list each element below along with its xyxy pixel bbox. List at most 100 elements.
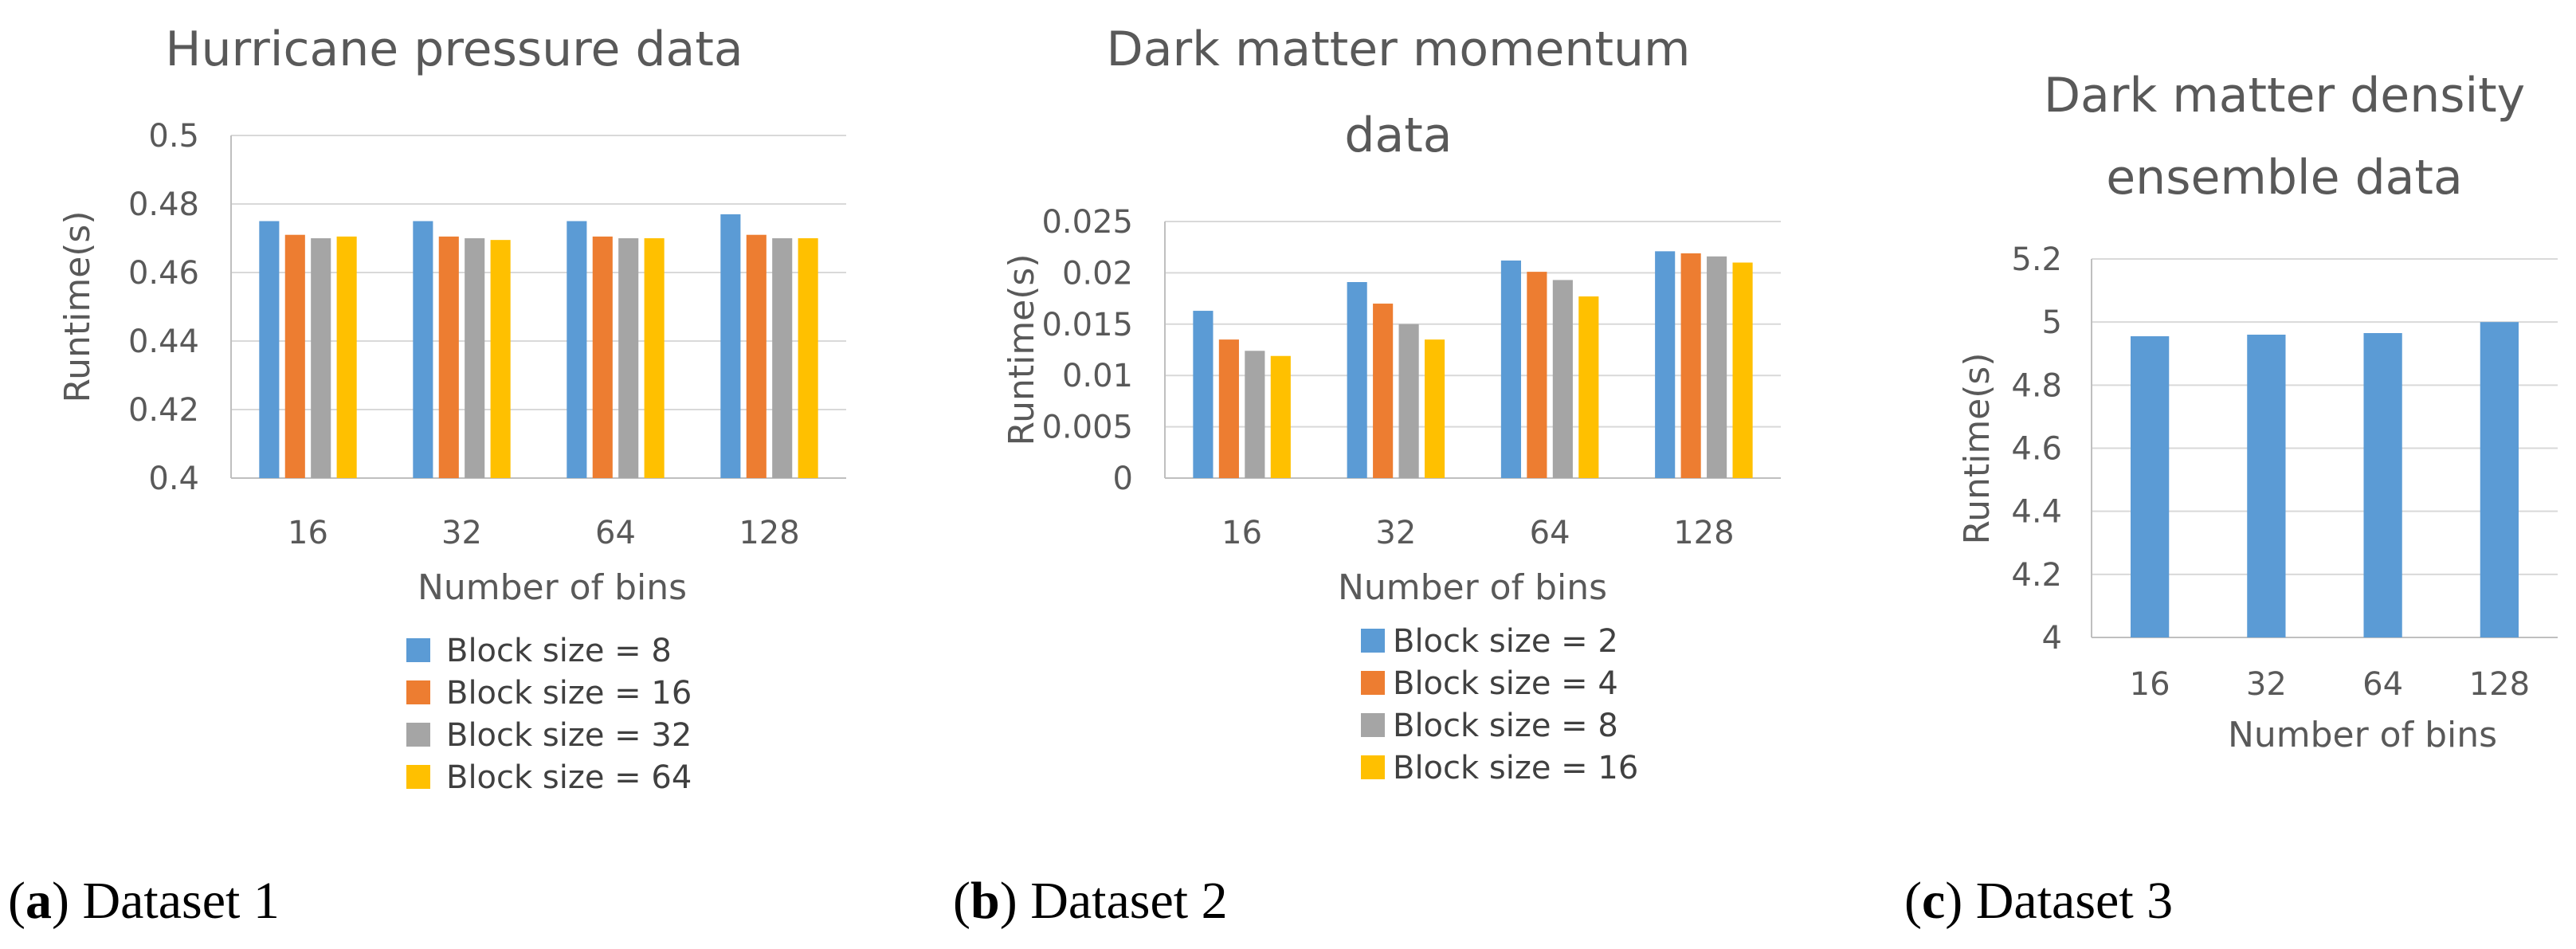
bar-block-size-8-64	[567, 221, 587, 478]
bar-block-size-8-32	[1398, 324, 1419, 478]
bar-block-size-2-128	[1655, 251, 1676, 478]
caption-letter: c	[1922, 872, 1945, 930]
x-axis-label: Number of bins	[1338, 567, 1607, 608]
bar-runtime-32	[2247, 335, 2286, 637]
x-tick-label: 64	[2362, 666, 2403, 703]
x-tick-label: 128	[2469, 666, 2530, 703]
x-tick-label: 128	[1673, 515, 1734, 551]
y-tick-label: 0.46	[128, 255, 199, 292]
legend-swatch	[406, 638, 430, 662]
bar-block-size-2-64	[1500, 260, 1521, 478]
legend-entry: Block size = 32	[446, 717, 692, 754]
y-tick-label: 0.01	[1062, 358, 1133, 394]
subfigure-caption: (c) Dataset 3	[1904, 872, 2173, 930]
subfigure-caption: (a) Dataset 1	[8, 872, 280, 930]
x-tick-label: 64	[595, 515, 636, 551]
bar-block-size-16-16	[1270, 355, 1291, 478]
bar-block-size-16-16	[284, 234, 305, 478]
legend-entry: Block size = 16	[446, 675, 692, 712]
y-tick-label: 0.5	[148, 118, 199, 155]
x-tick-label: 32	[2246, 666, 2287, 703]
legend-swatch	[1361, 755, 1385, 779]
bar-block-size-16-64	[592, 236, 613, 478]
bar-block-size-8-16	[1245, 351, 1265, 478]
x-tick-label: 16	[1221, 515, 1262, 551]
caption-text: Dataset 2	[1030, 872, 1227, 930]
bar-block-size-2-16	[1193, 311, 1214, 478]
x-tick-label: 16	[2130, 666, 2170, 703]
bar-runtime-16	[2130, 335, 2170, 637]
x-tick-label: 128	[739, 515, 799, 551]
bar-block-size-8-128	[1707, 256, 1727, 478]
legend-entry: Block size = 8	[1393, 708, 1618, 744]
y-axis-label: Runtime(s)	[1957, 352, 1998, 544]
bar-runtime-64	[2363, 333, 2402, 637]
legend-swatch	[1361, 671, 1385, 695]
bar-block-size-32-64	[618, 238, 639, 478]
bar-block-size-8-128	[720, 214, 741, 478]
y-tick-label: 4.8	[2011, 367, 2062, 404]
bar-block-size-64-16	[336, 236, 357, 478]
caption-paren-open: (	[8, 872, 25, 930]
bar-block-size-16-64	[1578, 296, 1599, 478]
subfigure-caption: (b) Dataset 2	[953, 872, 1228, 930]
y-tick-label: 0.48	[128, 186, 199, 223]
bar-block-size-8-16	[259, 221, 280, 478]
caption-text: Dataset 1	[82, 872, 279, 930]
bar-block-size-4-64	[1527, 272, 1547, 478]
caption-paren-close: )	[52, 872, 82, 930]
bar-block-size-32-16	[311, 238, 331, 478]
bar-block-size-16-128	[1732, 262, 1753, 478]
legend-entry: Block size = 4	[1393, 665, 1618, 702]
legend-swatch	[406, 723, 430, 747]
bar-block-size-16-32	[1425, 339, 1445, 478]
x-tick-label: 32	[1375, 515, 1416, 551]
bar-block-size-8-32	[413, 221, 433, 478]
y-tick-label: 0.42	[128, 392, 199, 429]
x-axis-label: Number of bins	[2228, 715, 2497, 755]
legend-swatch	[406, 765, 430, 789]
legend-swatch	[406, 680, 430, 704]
bar-block-size-64-128	[798, 238, 818, 478]
y-tick-label: 0.4	[148, 461, 199, 497]
bar-block-size-16-32	[438, 236, 459, 478]
y-tick-label: 0.02	[1062, 255, 1133, 292]
bar-block-size-64-32	[490, 240, 511, 478]
bar-block-size-16-128	[746, 234, 767, 478]
y-tick-label: 5	[2042, 304, 2062, 341]
legend-swatch	[1361, 629, 1385, 653]
bar-block-size-32-128	[772, 238, 793, 478]
chart-hurricane-pressure: Hurricane pressure data 0.4 0.42 0.44 0.46 0.…	[8, 22, 846, 930]
x-axis-label: Number of bins	[418, 567, 687, 608]
chart-title: Dark matter density	[2044, 68, 2525, 124]
legend-swatch	[1361, 713, 1385, 737]
caption-text: Dataset 3	[1976, 872, 2173, 930]
caption-paren-close: )	[1000, 872, 1030, 930]
bar-block-size-64-64	[644, 238, 665, 478]
legend-entry: Block size = 16	[1393, 750, 1638, 786]
caption-letter: a	[25, 872, 52, 930]
chart-dark-matter-density: Dark matter density ensemble data 4 4.2 4.4 4…	[1904, 68, 2558, 930]
bar-runtime-128	[2480, 322, 2519, 637]
y-tick-label: 0.005	[1041, 410, 1133, 446]
y-tick-label: 0	[1113, 461, 1133, 497]
legend-entry: Block size = 8	[446, 633, 672, 669]
y-tick-label: 4	[2042, 620, 2062, 657]
chart-title: data	[1344, 108, 1452, 163]
caption-paren-close: )	[1945, 872, 1975, 930]
y-tick-label: 0.44	[128, 324, 199, 360]
chart-title: Hurricane pressure data	[165, 22, 743, 77]
y-axis-label: Runtime(s)	[1002, 253, 1042, 445]
bar-block-size-8-64	[1552, 280, 1573, 478]
legend-entry: Block size = 2	[1393, 623, 1618, 660]
y-axis-label: Runtime(s)	[57, 210, 98, 402]
chart-dark-matter-momentum: Dark matter momentum data 0 0.005 0.01 0.015 0…	[953, 22, 1781, 930]
y-tick-label: 0.025	[1041, 204, 1133, 241]
caption-letter: b	[970, 872, 1000, 930]
bar-block-size-2-32	[1347, 281, 1367, 478]
bar-block-size-4-16	[1218, 339, 1239, 478]
caption-paren-open: (	[1904, 872, 1922, 930]
chart-title: ensemble data	[2106, 150, 2462, 206]
y-tick-label: 4.6	[2011, 431, 2062, 468]
